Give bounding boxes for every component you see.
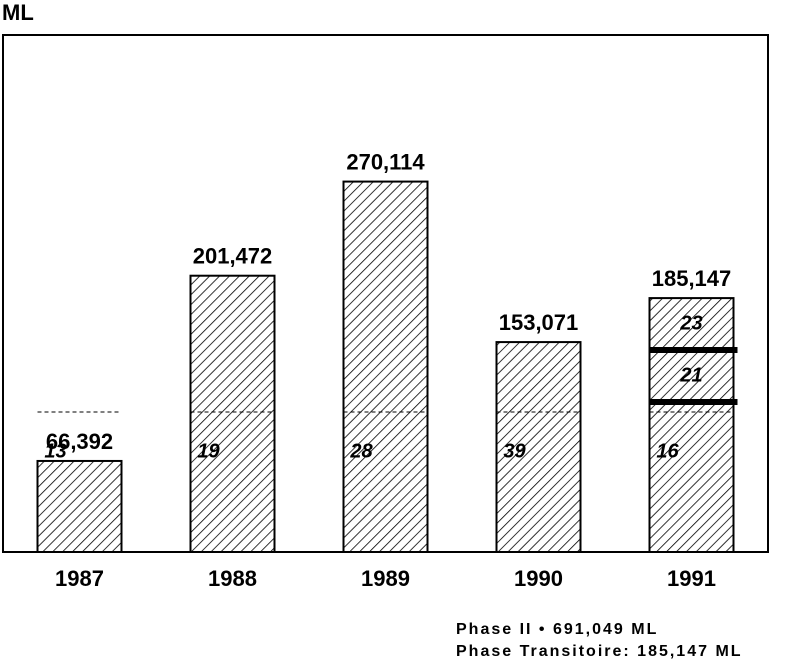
bar: [36, 459, 123, 554]
x-tick-label: 1990: [514, 566, 563, 591]
x-tick-label: 1988: [208, 566, 257, 591]
value-label: 66,392: [46, 429, 113, 454]
bar: [189, 274, 276, 553]
inner-label: 28: [349, 440, 373, 462]
inner-label: 39: [503, 440, 526, 462]
note: Phase Transitoire: 185,147 ML: [456, 643, 743, 660]
inner-label: 21: [679, 364, 702, 386]
bar: [342, 180, 429, 554]
value-label: 185,147: [652, 266, 732, 291]
value-label: 270,114: [346, 149, 425, 174]
bar: [495, 341, 582, 553]
bar: [648, 297, 735, 553]
value-label: 153,071: [499, 310, 579, 335]
inner-label: 19: [197, 440, 220, 462]
inner-label: 13: [44, 440, 66, 462]
note: Phase II • 691,049 ML: [456, 621, 658, 638]
y-axis-label: ML: [2, 0, 34, 25]
inner-label: 23: [679, 312, 702, 334]
inner-label: 16: [656, 440, 679, 462]
x-tick-label: 1991: [667, 566, 716, 591]
value-label: 201,472: [193, 244, 273, 269]
x-tick-label: 1987: [55, 566, 104, 591]
x-tick-label: 1989: [361, 566, 410, 591]
